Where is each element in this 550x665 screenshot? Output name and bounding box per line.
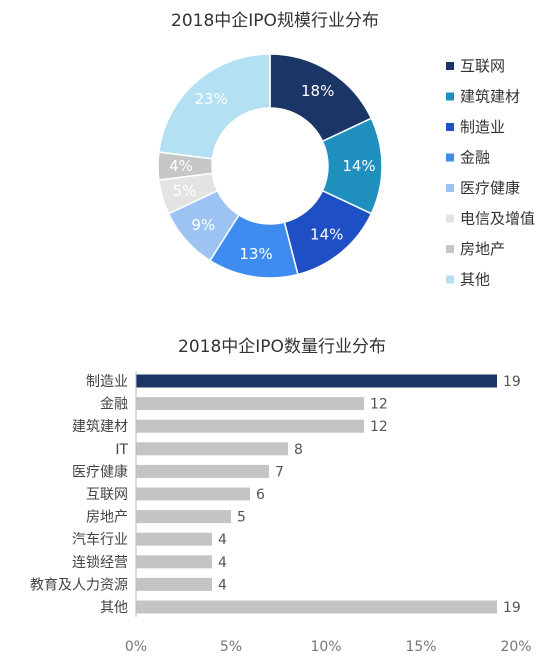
category-label: 连锁经营 <box>72 555 128 571</box>
legend-label: 其他 <box>460 271 490 289</box>
category-label: 汽车行业 <box>72 531 128 548</box>
category-label: 医疗健康 <box>72 463 128 480</box>
legend-swatch <box>446 153 454 162</box>
bar-value-label: 8 <box>294 442 303 458</box>
legend-swatch <box>446 62 454 70</box>
bar <box>136 600 497 614</box>
legend-swatch <box>446 214 454 223</box>
bar-value-label: 7 <box>275 464 284 480</box>
category-label: IT <box>115 442 128 458</box>
category-label: 金融 <box>100 397 128 413</box>
pie-chart-title: 2018中企IPO规模行业分布 <box>171 11 379 31</box>
legend-label: 建筑建材 <box>460 88 520 106</box>
legend-swatch <box>446 275 454 284</box>
category-label: 制造业 <box>86 374 128 390</box>
legend-label: 互联网 <box>460 57 505 75</box>
bar <box>136 374 497 388</box>
bar-value-label: 4 <box>218 555 227 571</box>
x-tick-label: 10% <box>310 639 341 655</box>
category-label: 建筑建材 <box>72 419 128 435</box>
x-tick-label: 15% <box>405 639 436 655</box>
pie-slice-label: 5% <box>173 182 197 200</box>
bar-value-label: 12 <box>370 419 388 435</box>
bar-chart-title: 2018中企IPO数量行业分布 <box>178 337 386 357</box>
bar-value-label: 19 <box>503 374 521 390</box>
pie-slice-label: 18% <box>301 82 334 100</box>
legend-swatch <box>446 245 454 253</box>
legend-label: 电信及增值 <box>460 210 535 228</box>
pie-slice-label: 14% <box>310 226 343 244</box>
bar <box>136 555 212 569</box>
legend-swatch <box>446 184 454 192</box>
bar-value-label: 12 <box>370 397 388 413</box>
pie-slice-8 <box>158 53 271 160</box>
bar <box>136 397 364 411</box>
pie-slice-label: 13% <box>239 245 272 263</box>
bar <box>136 464 269 478</box>
x-tick-label: 5% <box>220 639 242 655</box>
pie-slice-label: 4% <box>169 157 193 175</box>
x-tick-label: 0% <box>125 639 147 655</box>
legend-label: 金融 <box>460 149 490 167</box>
bar-value-label: 4 <box>218 577 227 593</box>
bar-value-label: 19 <box>503 600 521 616</box>
bar <box>136 487 250 501</box>
category-label: 房地产 <box>86 510 128 526</box>
legend-label: 制造业 <box>460 118 505 136</box>
bar-value-label: 5 <box>237 510 246 526</box>
bar <box>136 442 288 456</box>
category-label: 其他 <box>100 600 128 616</box>
legend-swatch <box>446 123 454 131</box>
bar-value-label: 6 <box>256 487 265 503</box>
legend-label: 房地产 <box>460 240 505 258</box>
pie-slice-label: 14% <box>342 157 375 175</box>
pie-chart: 18% 14% 14% 13% 9% 5% 4% 23% <box>157 53 383 279</box>
bar <box>136 510 231 524</box>
category-label: 互联网 <box>86 487 128 503</box>
legend-label: 医疗健康 <box>460 179 520 197</box>
pie-slice-label: 23% <box>194 90 227 108</box>
bar-chart-axis: 0% 5% 10% 15% 20% <box>125 371 532 655</box>
x-tick-label: 20% <box>500 639 531 655</box>
legend-swatch <box>446 92 454 101</box>
bar-value-label: 4 <box>218 532 227 548</box>
bar <box>136 532 212 546</box>
bar-chart: 制造业 19 金融 12 建筑建材 12 IT 8 医疗健康 7 互联网 6 房地产 5 汽车行业 4 连锁经营… <box>30 374 521 616</box>
pie-slice-label: 9% <box>191 216 215 234</box>
bar <box>136 577 212 591</box>
bar <box>136 419 364 433</box>
category-label: 教育及人力资源 <box>30 577 128 593</box>
